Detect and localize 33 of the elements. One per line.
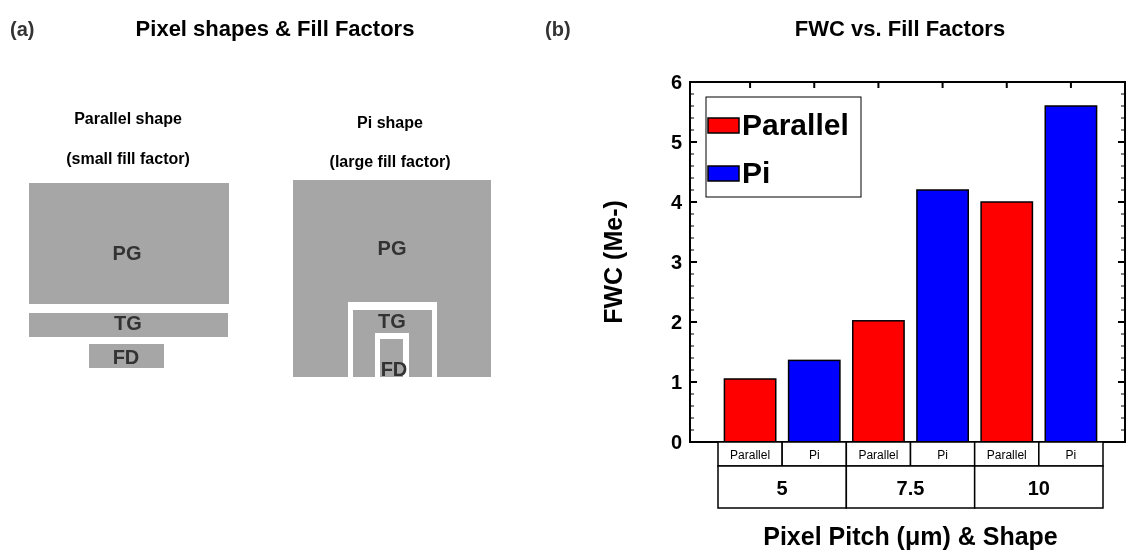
text: Pi	[808, 448, 820, 462]
y-tick-label: 0	[670, 431, 682, 453]
chart-title: FWC vs. Fill Factors	[794, 16, 1006, 41]
text: Pi	[937, 448, 948, 462]
text: Pi	[1065, 448, 1077, 462]
text: TG	[378, 310, 406, 332]
text: TG	[114, 312, 142, 334]
y-tick-label: 1	[670, 371, 682, 393]
legend-label: Pi	[742, 156, 771, 189]
x-tick-label: 10	[1027, 477, 1050, 499]
text: (b)	[545, 18, 571, 40]
text: (a)	[10, 18, 35, 40]
text: FD	[112, 346, 140, 368]
text: Parallel	[858, 448, 899, 462]
text: Parallel	[730, 448, 771, 462]
y-tick-label: 5	[670, 131, 682, 153]
x-tick-label: 7.5	[896, 477, 925, 499]
text: PG	[377, 237, 407, 259]
text: Pi shape	[357, 114, 423, 131]
y-tick-label: 2	[670, 311, 682, 333]
x-axis-title: Pixel Pitch (μm) & Shape	[763, 522, 1058, 550]
y-tick-label: 6	[670, 71, 682, 93]
x-tick-label: 5	[776, 477, 788, 499]
y-tick-label: 4	[670, 191, 683, 213]
y-tick-label: 3	[670, 251, 682, 273]
text: Pixel shapes & Fill Factors	[135, 16, 415, 41]
text: Parallel shape	[74, 110, 182, 127]
legend-label: Parallel	[742, 108, 849, 141]
text: Parallel	[986, 448, 1027, 462]
text: (small fill factor)	[66, 150, 190, 167]
text: (large fill factor)	[329, 153, 451, 170]
text: PG	[112, 242, 142, 264]
y-axis-title: FWC (Me-)	[599, 200, 627, 324]
